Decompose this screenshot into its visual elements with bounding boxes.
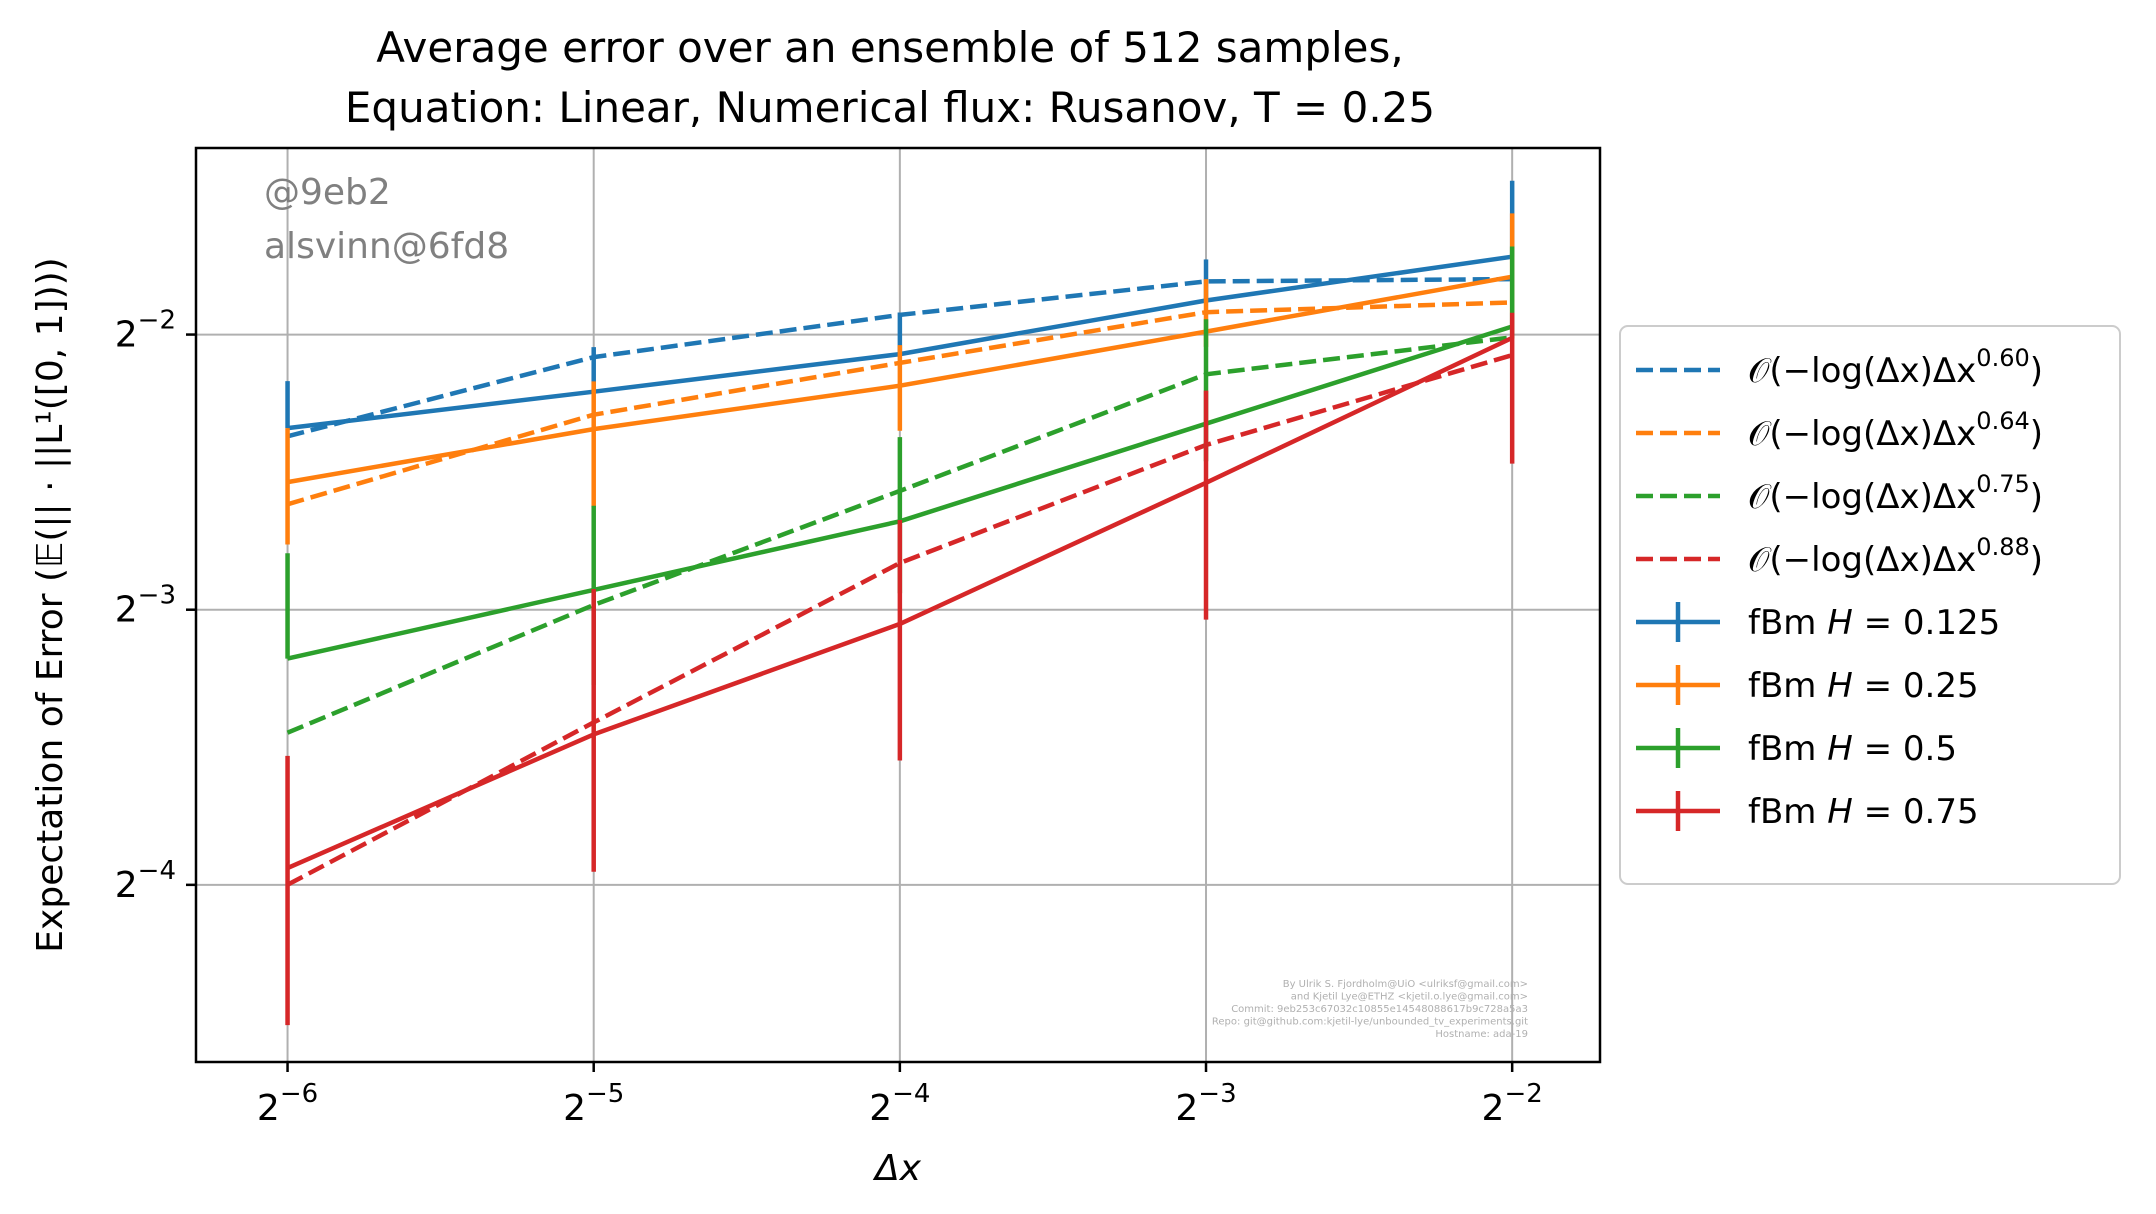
chart-title: Average error over an ensemble of 512 sa… bbox=[345, 23, 1435, 132]
legend-item-5: fBm H = 0.25 bbox=[1636, 665, 1979, 706]
y-tick-label-2: 2−4 bbox=[115, 856, 176, 906]
legend-item-3: 𝒪(−log(Δx)Δx0.88) bbox=[1636, 533, 2043, 580]
legend-label-3: 𝒪(−log(Δx)Δx0.88) bbox=[1748, 533, 2043, 580]
legend-item-6: fBm H = 0.5 bbox=[1636, 728, 1957, 769]
x-axis-label: Δx bbox=[872, 1148, 922, 1189]
annotation-alsvinn: alsvinn@6fd8 bbox=[264, 226, 509, 267]
x-axis: 2−6 2−5 2−4 2−3 2−2 bbox=[257, 1062, 1543, 1129]
credit-line-4: Hostname: ada-19 bbox=[1435, 1029, 1528, 1040]
annotation-commit: @9eb2 bbox=[264, 172, 391, 213]
y-tick-label-0: 2−2 bbox=[115, 306, 176, 356]
x-axis-label-text: Δx bbox=[872, 1148, 922, 1189]
credit-line-1: and Kjetil Lye@ETHZ <kjetil.o.lye@gmail.… bbox=[1291, 992, 1528, 1003]
legend-item-0: 𝒪(−log(Δx)Δx0.60) bbox=[1636, 344, 2043, 391]
legend-item-2: 𝒪(−log(Δx)Δx0.75) bbox=[1636, 470, 2043, 517]
legend-label-0: 𝒪(−log(Δx)Δx0.60) bbox=[1748, 344, 2043, 391]
legend-label-5: fBm H = 0.25 bbox=[1748, 666, 1979, 706]
legend-item-1: 𝒪(−log(Δx)Δx0.64) bbox=[1636, 407, 2043, 454]
legend-label-6: fBm H = 0.5 bbox=[1748, 729, 1957, 769]
credits-block: By Ulrik S. Fjordholm@UiO <ulriksf@gmail… bbox=[1212, 979, 1528, 1040]
chart-title-line-1: Average error over an ensemble of 512 sa… bbox=[376, 23, 1403, 72]
credit-line-0: By Ulrik S. Fjordholm@UiO <ulriksf@gmail… bbox=[1283, 979, 1528, 990]
legend: 𝒪(−log(Δx)Δx0.60) 𝒪(−log(Δx)Δx0.64) 𝒪(−log… bbox=[1619, 325, 2121, 885]
plot-frame bbox=[194, 146, 1602, 1064]
credit-line-2: Commit: 9eb253c67032c10855e14548088617b9… bbox=[1231, 1004, 1528, 1015]
y-tick-label-1: 2−3 bbox=[115, 581, 176, 631]
x-tick-label-3: 2−3 bbox=[1175, 1079, 1236, 1129]
y-axis-label: Expectation of Error (𝔼(|| · ||L¹([0, 1]… bbox=[30, 257, 71, 952]
legend-label-1: 𝒪(−log(Δx)Δx0.64) bbox=[1748, 407, 2043, 454]
y-axis: 2−2 2−3 2−4 bbox=[115, 306, 196, 906]
legend-label-7: fBm H = 0.75 bbox=[1748, 792, 1979, 832]
credit-line-3: Repo: git@github.com:kjetil-lye/unbounde… bbox=[1212, 1017, 1528, 1028]
x-tick-label-4: 2−2 bbox=[1482, 1079, 1543, 1129]
legend-item-4: fBm H = 0.125 bbox=[1636, 602, 2000, 643]
x-tick-label-2: 2−4 bbox=[869, 1079, 930, 1129]
x-tick-label-0: 2−6 bbox=[257, 1079, 318, 1129]
series-5 bbox=[285, 213, 1515, 545]
legend-label-4: fBm H = 0.125 bbox=[1748, 603, 2000, 643]
series-7 bbox=[285, 312, 1515, 1026]
legend-item-7: fBm H = 0.75 bbox=[1636, 791, 1979, 832]
legend-label-2: 𝒪(−log(Δx)Δx0.75) bbox=[1748, 470, 2043, 517]
x-tick-label-1: 2−5 bbox=[563, 1079, 624, 1129]
legend-frame bbox=[1619, 325, 2121, 885]
plot-area bbox=[285, 180, 1515, 1026]
chart-title-line-2: Equation: Linear, Numerical flux: Rusano… bbox=[345, 83, 1435, 132]
